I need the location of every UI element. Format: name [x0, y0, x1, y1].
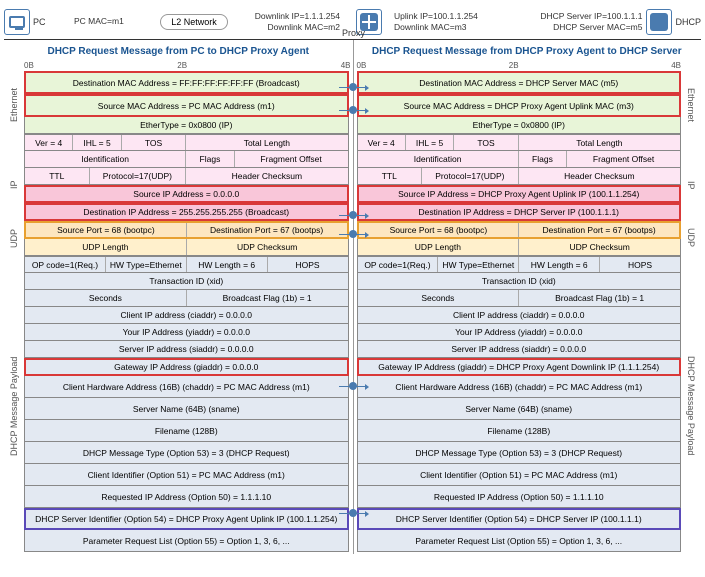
connector-dot — [349, 382, 357, 390]
eth-dst-row: Destination MAC Address = FF:FF:FF:FF:FF… — [24, 71, 349, 94]
p-sname-row-r: Server Name (64B) (sname) — [357, 398, 682, 420]
ip-dst-row-r: Destination IP Address = DHCP Server IP … — [357, 203, 682, 221]
right-column: DHCP Request Message from DHCP Proxy Age… — [353, 40, 702, 554]
p-sname-row: Server Name (64B) (sname) — [24, 398, 349, 420]
p-opt55-row: Parameter Request List (Option 55) = Opt… — [24, 530, 349, 552]
dhcp-ip: DHCP Server IP=100.1.1.1 — [540, 11, 642, 21]
udp-ports-row-r: Source Port = 68 (bootpc) Destination Po… — [357, 221, 682, 239]
ip-row1: Ver = 4 IHL = 5 TOS Total Length — [24, 134, 349, 151]
dhcp-mac: DHCP Server MAC=m5 — [540, 22, 642, 32]
p-opt50-row: Requested IP Address (Option 50) = 1.1.1… — [24, 486, 349, 508]
ip-row2-r: Identification Flags Fragment Offset — [357, 151, 682, 168]
p-giaddr-row: Gateway IP Address (giaddr) = 0.0.0.0 — [24, 358, 349, 376]
eth-vlabel-r: Ethernet — [683, 71, 699, 139]
p-xid-row-r: Transaction ID (xid) — [357, 273, 682, 290]
p-chaddr-row-r: Client Hardware Address (16B) (chaddr) =… — [357, 376, 682, 398]
p-ciaddr-row-r: Client IP address (ciaddr) = 0.0.0.0 — [357, 307, 682, 324]
proxy-ul-mac: Downlink MAC=m3 — [394, 22, 504, 32]
p-opt51-row-r: Client Identifier (Option 51) = PC MAC A… — [357, 464, 682, 486]
right-title: DHCP Request Message from DHCP Proxy Age… — [355, 42, 700, 61]
p-opt50-row-r: Requested IP Address (Option 50) = 1.1.1… — [357, 486, 682, 508]
p-siaddr-row: Server IP address (siaddr) = 0.0.0.0 — [24, 341, 349, 358]
p-file-row-r: Filename (128B) — [357, 420, 682, 442]
p-opt54-row: DHCP Server Identifier (Option 54) = DHC… — [24, 508, 349, 530]
ip-src-row: Source IP Address = 0.0.0.0 — [24, 185, 349, 203]
connector-dot — [349, 509, 357, 517]
p-yiaddr-row: Your IP Address (yiaddr) = 0.0.0.0 — [24, 324, 349, 341]
udp-ports-row: Source Port = 68 (bootpc) Destination Po… — [24, 221, 349, 239]
p-xid-row: Transaction ID (xid) — [24, 273, 349, 290]
proxy-ul-ip: Uplink IP=100.1.1.254 — [394, 11, 504, 21]
diagram-root: PC PC MAC=m1 L2 Network Downlink IP=1.1.… — [0, 0, 705, 558]
p-op-row-r: OP code=1(Req.) HW Type=Ethernet HW Leng… — [357, 256, 682, 273]
p-opt53-row: DHCP Message Type (Option 53) = 3 (DHCP … — [24, 442, 349, 464]
right-scale: 0B2B4B — [355, 61, 700, 70]
pc-label: PC — [33, 17, 46, 27]
topology-header: PC PC MAC=m1 L2 Network Downlink IP=1.1.… — [4, 4, 701, 40]
ip-dst-row: Destination IP Address = 255.255.255.255… — [24, 203, 349, 221]
ip-row1-r: Ver = 4 IHL = 5 TOS Total Length — [357, 134, 682, 151]
proxy-label: Proxy — [342, 28, 365, 38]
dhcp-icon — [646, 9, 672, 35]
main-columns: DHCP Request Message from PC to DHCP Pro… — [4, 40, 701, 554]
ip-row2: Identification Flags Fragment Offset — [24, 151, 349, 168]
p-yiaddr-row-r: Your IP Address (yiaddr) = 0.0.0.0 — [357, 324, 682, 341]
eth-src-row-r: Source MAC Address = DHCP Proxy Agent Up… — [357, 94, 682, 117]
eth-dst-row-r: Destination MAC Address = DHCP Server MA… — [357, 71, 682, 94]
p-giaddr-row-r: Gateway IP Address (giaddr) = DHCP Proxy… — [357, 358, 682, 376]
payload-vlabel-r: DHCP Message Payload — [683, 256, 699, 556]
p-opt55-row-r: Parameter Request List (Option 55) = Opt… — [357, 530, 682, 552]
left-title: DHCP Request Message from PC to DHCP Pro… — [6, 42, 351, 61]
p-opt53-row-r: DHCP Message Type (Option 53) = 3 (DHCP … — [357, 442, 682, 464]
proxy-dl-mac: Downlink MAC=m2 — [234, 22, 340, 32]
connector-dot — [349, 106, 357, 114]
connector-dot — [349, 211, 357, 219]
eth-vlabel: Ethernet — [6, 71, 22, 139]
pc-mac: PC MAC=m1 — [74, 16, 154, 26]
connector-dot — [349, 83, 357, 91]
connector-dot — [349, 230, 357, 238]
eth-type-row: EtherType = 0x0800 (IP) — [24, 117, 349, 134]
udp-len-row: UDP Length UDP Checksum — [24, 239, 349, 256]
left-column: DHCP Request Message from PC to DHCP Pro… — [4, 40, 353, 554]
pc-icon — [4, 9, 30, 35]
p-siaddr-row-r: Server IP address (siaddr) = 0.0.0.0 — [357, 341, 682, 358]
ip-row3-r: TTL Protocol=17(UDP) Header Checksum — [357, 168, 682, 185]
udp-len-row-r: UDP Length UDP Checksum — [357, 239, 682, 256]
p-opt51-row: Client Identifier (Option 51) = PC MAC A… — [24, 464, 349, 486]
p-secs-row-r: Seconds Broadcast Flag (1b) = 1 — [357, 290, 682, 307]
ip-src-row-r: Source IP Address = DHCP Proxy Agent Upl… — [357, 185, 682, 203]
p-chaddr-row: Client Hardware Address (16B) (chaddr) =… — [24, 376, 349, 398]
ip-row3: TTL Protocol=17(UDP) Header Checksum — [24, 168, 349, 185]
l2-badge: L2 Network — [160, 14, 228, 30]
center-line — [353, 40, 354, 554]
payload-vlabel: DHCP Message Payload — [6, 256, 22, 556]
eth-src-row: Source MAC Address = PC MAC Address (m1) — [24, 94, 349, 117]
left-scale: 0B2B4B — [6, 61, 351, 70]
p-opt54-row-r: DHCP Server Identifier (Option 54) = DHC… — [357, 508, 682, 530]
p-file-row: Filename (128B) — [24, 420, 349, 442]
dhcp-label: DHCP — [675, 17, 701, 27]
eth-type-row-r: EtherType = 0x0800 (IP) — [357, 117, 682, 134]
p-secs-row: Seconds Broadcast Flag (1b) = 1 — [24, 290, 349, 307]
proxy-dl-ip: Downlink IP=1.1.1.254 — [234, 11, 340, 21]
udp-vlabel-r: UDP — [683, 221, 699, 255]
udp-vlabel: UDP — [6, 221, 22, 255]
p-ciaddr-row: Client IP address (ciaddr) = 0.0.0.0 — [24, 307, 349, 324]
p-op-row: OP code=1(Req.) HW Type=Ethernet HW Leng… — [24, 256, 349, 273]
